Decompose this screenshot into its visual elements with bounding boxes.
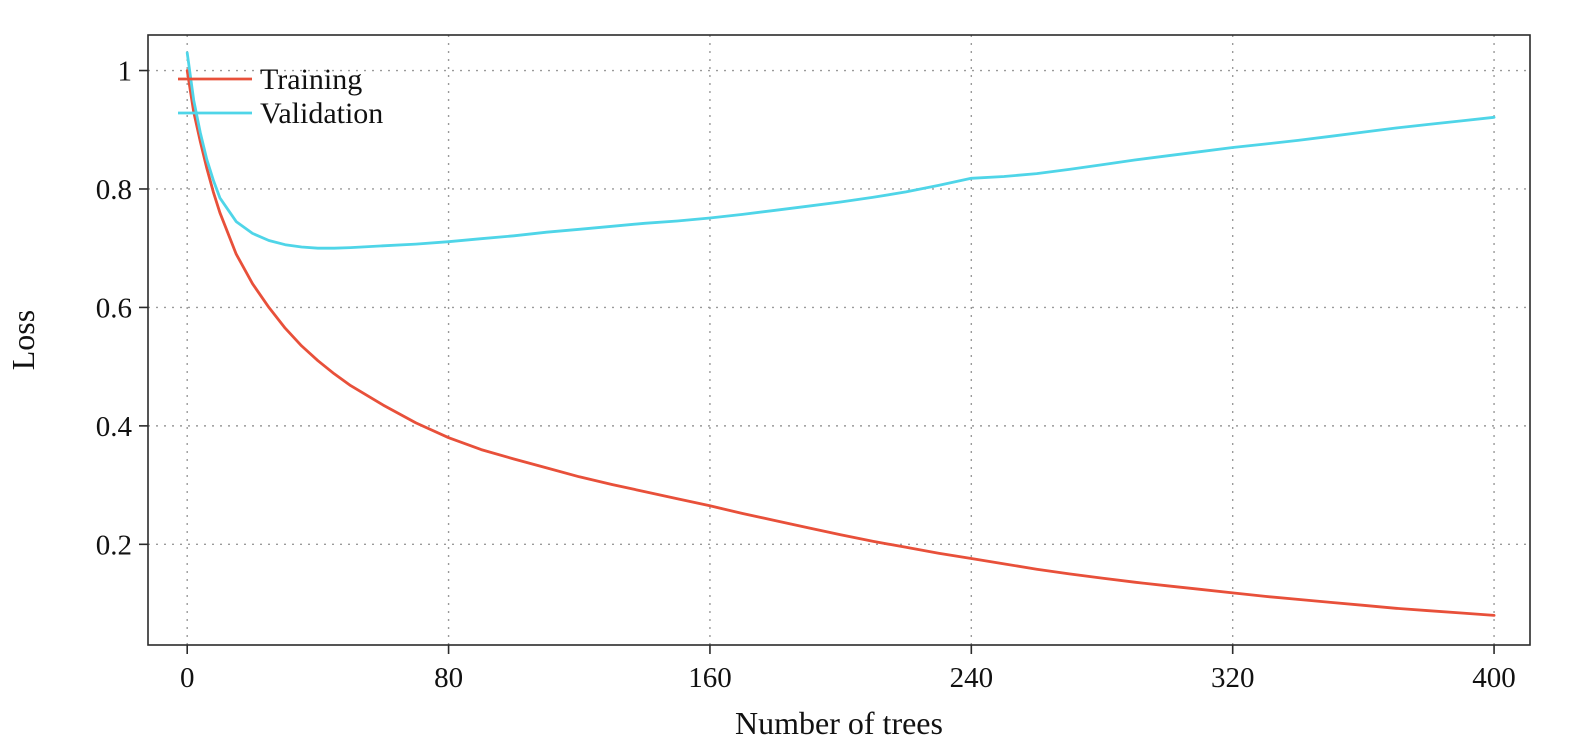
x-tick-label: 320 <box>1211 662 1255 694</box>
x-tick-label: 240 <box>950 662 994 694</box>
x-axis-label: Number of trees <box>735 705 943 741</box>
legend-label-training: Training <box>260 63 362 96</box>
y-tick-label: 0.6 <box>96 292 132 324</box>
y-tick-label: 1 <box>118 56 133 88</box>
y-tick-label: 0.8 <box>96 174 132 206</box>
training-line <box>185 69 1496 617</box>
x-tick-label: 0 <box>180 662 195 694</box>
validation-line <box>185 51 1496 250</box>
legend-label-validation: Validation <box>260 97 383 130</box>
plot-frame <box>147 34 1531 646</box>
x-tick-label: 80 <box>434 662 463 694</box>
y-axis-label: Loss <box>5 310 41 370</box>
x-tick-label: 400 <box>1472 662 1516 694</box>
y-tick-label: 0.4 <box>96 411 133 443</box>
y-tick-label: 0.2 <box>96 529 132 561</box>
x-tick-label: 160 <box>688 662 732 694</box>
